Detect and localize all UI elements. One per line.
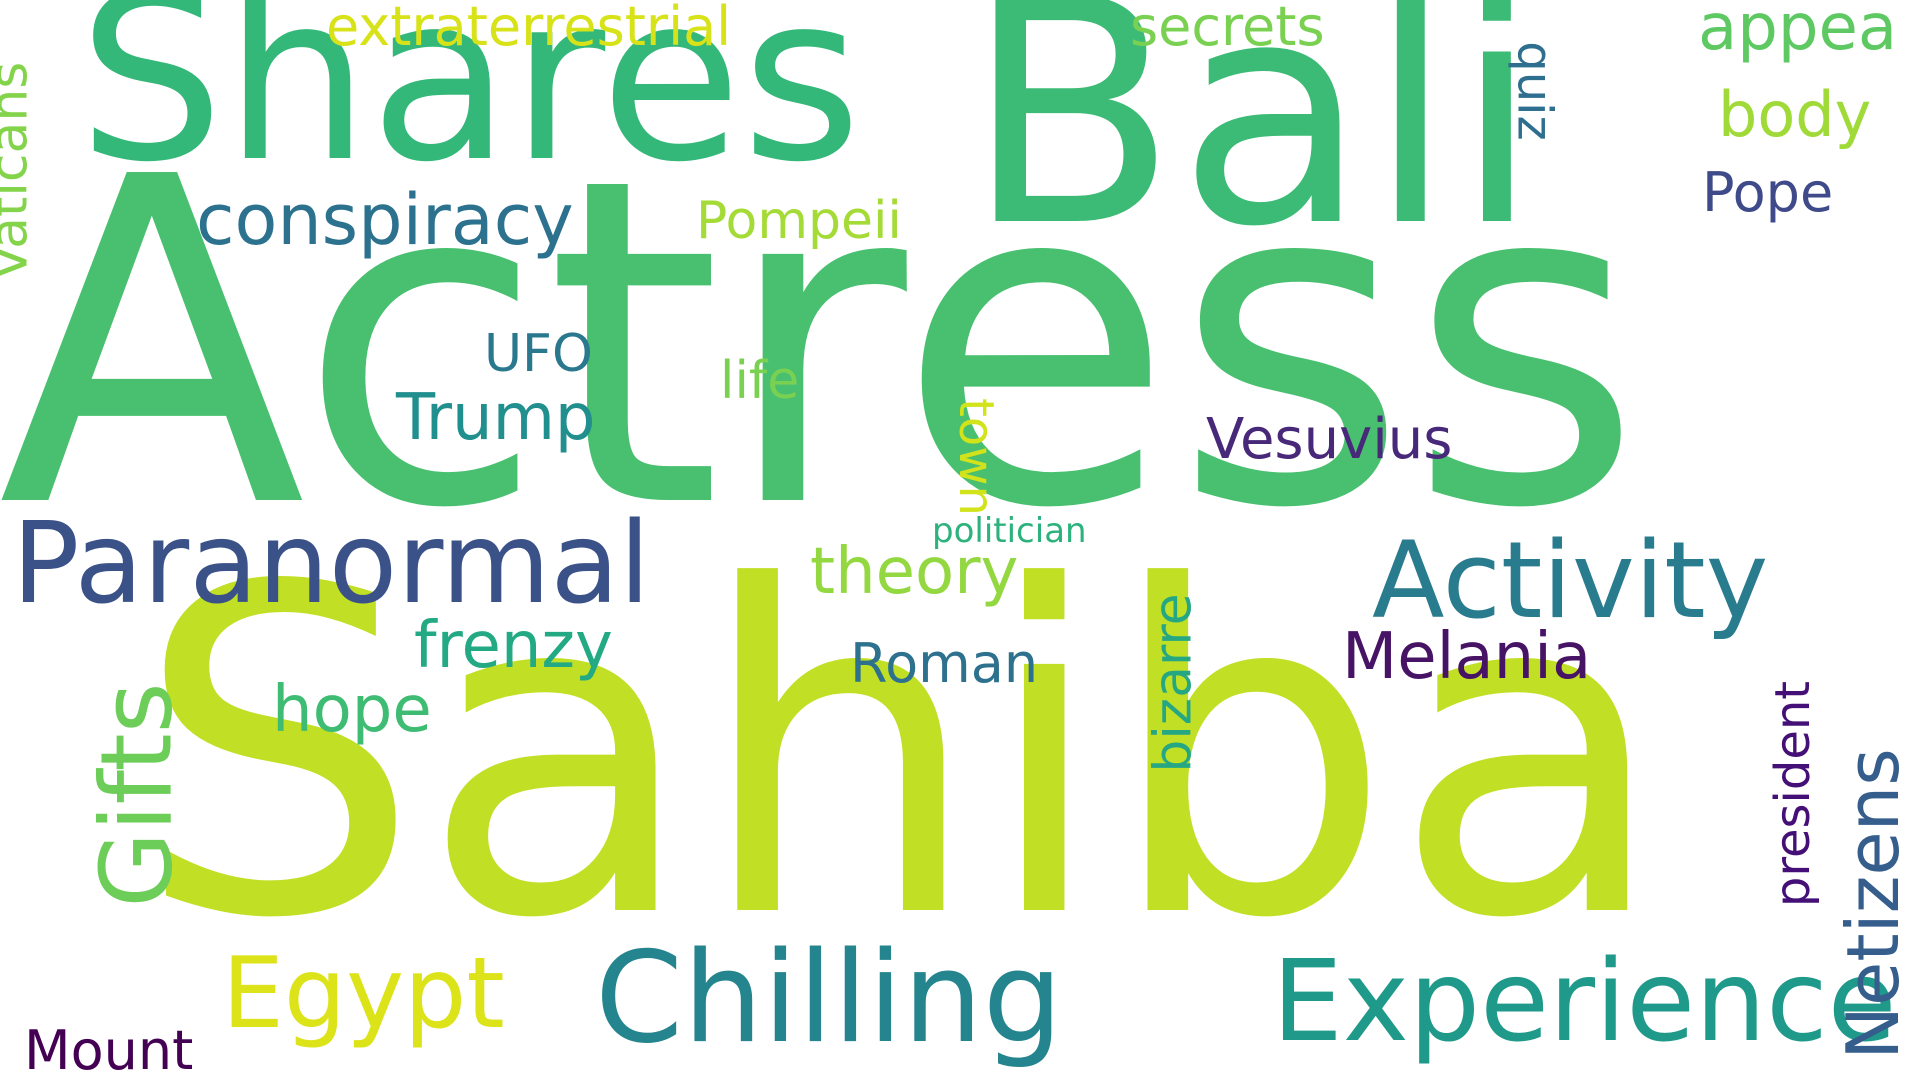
word-theory: theory — [810, 535, 1019, 609]
word-town: town — [947, 398, 1004, 516]
word-pompeii: Pompeii — [696, 191, 902, 251]
word-vesuvius: Vesuvius — [1206, 407, 1453, 472]
word-paranormal: Paranormal — [12, 499, 651, 629]
word-ufo: UFO — [484, 324, 593, 384]
word-chilling: Chilling — [595, 924, 1063, 1071]
word-president: president — [1765, 680, 1822, 908]
word-actress: Actress — [0, 83, 1643, 607]
word-gifts: Gifts — [80, 682, 195, 908]
word-body: body — [1718, 78, 1872, 151]
word-sahiba: Sahiba — [135, 493, 1669, 1017]
word-bizarre: bizarre — [1143, 593, 1204, 773]
word-hope: hope — [272, 673, 432, 747]
word-mount: Mount — [24, 1019, 194, 1082]
word-secrets: secrets — [1130, 0, 1325, 58]
word-life: life — [720, 351, 800, 411]
word-conspiracy: conspiracy — [196, 179, 574, 261]
word-appea: appea — [1698, 0, 1898, 65]
word-frenzy: frenzy — [414, 609, 613, 683]
word-vaticans: Vaticans — [0, 61, 40, 281]
word-netizens: Netizens — [1830, 748, 1915, 1060]
word-melania: Melania — [1342, 620, 1592, 694]
word-extraterrestrial: extraterrestrial — [326, 0, 732, 58]
word-quiz: quiz — [1506, 41, 1563, 141]
word-bali: Bali — [965, 0, 1540, 295]
word-roman: Roman — [850, 632, 1039, 695]
word-experience: Experience — [1272, 937, 1897, 1067]
word-trump: Trump — [396, 381, 596, 455]
word-politician: politician — [932, 511, 1087, 551]
word-egypt: Egypt — [222, 937, 505, 1051]
word-shares: Shares — [78, 0, 862, 213]
word-pope: Pope — [1702, 161, 1834, 224]
word-activity: Activity — [1372, 519, 1769, 642]
